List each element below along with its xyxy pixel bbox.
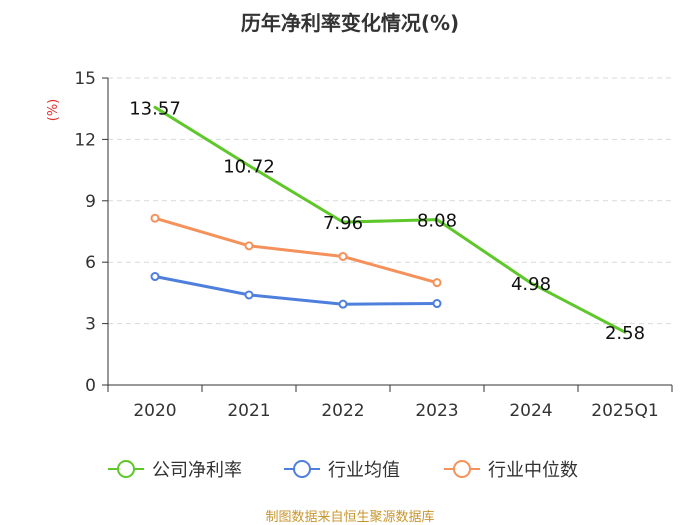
series-line-2 (153, 216, 439, 285)
x-tick-label: 2024 (509, 401, 552, 421)
y-tick-label: 12 (74, 130, 96, 150)
x-axis-ticks: 2020 2021 2022 2023 2024 2025Q1 (107, 385, 673, 421)
series-point-2 (432, 278, 442, 288)
y-tick-label: 6 (85, 253, 96, 273)
x-tick-label: 2023 (415, 401, 458, 421)
data-label: 2.58 (605, 323, 645, 344)
legend-label-2: 行业中位数 (488, 460, 578, 481)
y-tick-label: 9 (85, 192, 96, 212)
data-labels: 13.57 10.72 7.96 8.08 4.98 2.58 (129, 98, 645, 344)
axes (107, 78, 672, 386)
y-tick-label: 3 (85, 315, 96, 335)
series-point-2 (244, 241, 254, 251)
series-point-2 (338, 251, 348, 261)
data-label: 13.57 (129, 98, 181, 119)
x-tick-label: 2021 (227, 401, 270, 421)
x-tick-label: 2022 (321, 401, 364, 421)
grid-lines (108, 77, 672, 325)
series-point-1 (150, 272, 160, 282)
y-tick-label: 15 (74, 69, 96, 89)
legend-marker-2 (453, 460, 471, 478)
y-axis-ticks: 0 3 6 9 12 15 (74, 69, 108, 396)
y-axis-unit-label: (%) (46, 99, 61, 122)
legend: 公司净利率 行业均值 行业中位数 (108, 460, 578, 481)
legend-marker-1 (293, 460, 311, 478)
data-label: 10.72 (223, 157, 275, 178)
series-line-0 (153, 105, 627, 334)
x-tick-label: 2020 (133, 401, 176, 421)
legend-marker-0 (117, 460, 135, 478)
series-point-2 (150, 213, 160, 223)
legend-label-0: 公司净利率 (152, 460, 242, 481)
data-label: 8.08 (417, 211, 457, 232)
data-label: 7.96 (323, 213, 363, 234)
series-group (150, 105, 627, 334)
series-line-1 (153, 275, 439, 306)
chart-title: 历年净利率变化情况(%) (241, 11, 459, 35)
y-tick-label: 0 (85, 376, 96, 396)
source-note: 制图数据来自恒生聚源数据库 (265, 509, 434, 525)
legend-label-1: 行业均值 (328, 460, 400, 481)
series-point-1 (338, 299, 348, 309)
series-point-1 (432, 299, 442, 309)
series-point-1 (244, 290, 254, 300)
x-tick-label: 2025Q1 (591, 401, 658, 421)
data-label: 4.98 (511, 274, 551, 295)
